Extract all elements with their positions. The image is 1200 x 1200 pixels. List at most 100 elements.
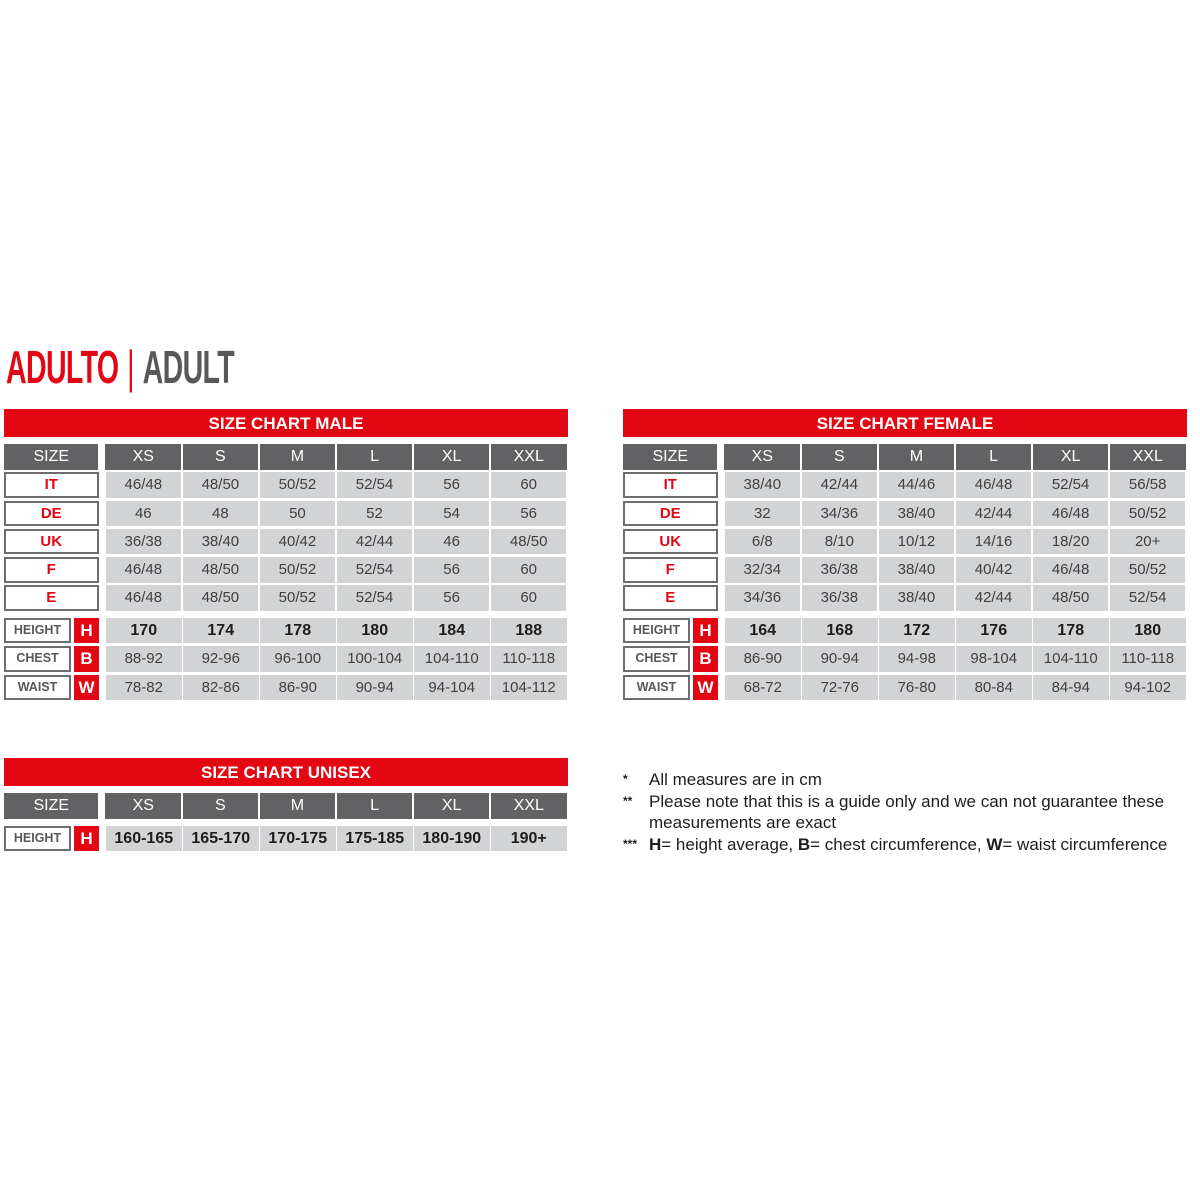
- table-cell: 48/50: [1032, 585, 1109, 611]
- measure-row: CHEST B 86-90 90-94 94-98 98-104 104-110 110-11…: [623, 646, 1187, 672]
- measure-label: HEIGHT H: [4, 617, 99, 644]
- measure-label: WAIST W: [623, 674, 718, 701]
- country-label: DE: [4, 500, 99, 527]
- table-cell: 180: [337, 617, 413, 644]
- country-label: UK: [623, 528, 718, 555]
- measure-label: HEIGHT H: [623, 617, 718, 644]
- table-cell: 110-118: [491, 646, 567, 672]
- table-cell: 176: [956, 617, 1032, 644]
- table-cell: 42/44: [336, 528, 413, 555]
- measure-label: CHEST B: [623, 646, 718, 672]
- measure-letter-badge: H: [74, 825, 99, 851]
- size-header-label: SIZE: [623, 444, 718, 470]
- table-cell: 48/50: [490, 528, 567, 555]
- table-cell: 46/48: [105, 585, 182, 611]
- table-cell: 10/12: [878, 528, 955, 555]
- measure-name: HEIGHT: [623, 617, 690, 644]
- table-cell: 178: [260, 617, 336, 644]
- table-cell: 32/34: [724, 557, 801, 583]
- table-cell: 36/38: [105, 528, 182, 555]
- table-cell: 170-175: [260, 825, 336, 851]
- size-header-label: SIZE: [4, 444, 99, 470]
- table-cell: 50: [259, 500, 336, 527]
- table-cell: 160-165: [106, 825, 182, 851]
- table-cell: 50/52: [1109, 500, 1186, 527]
- size-column-header: L: [955, 444, 1032, 470]
- table-cell: 180: [1110, 617, 1186, 644]
- table-cell: 88-92: [106, 646, 182, 672]
- table-cell: 38/40: [878, 585, 955, 611]
- size-column-header: XXL: [1109, 444, 1186, 470]
- size-column-header: L: [336, 444, 413, 470]
- table-cell: 104-110: [1033, 646, 1109, 672]
- table-cell: 94-104: [414, 674, 490, 701]
- country-label: IT: [4, 472, 99, 498]
- table-cell: 48/50: [182, 472, 259, 498]
- footnotes: * All measures are in cm ** Please note th…: [623, 769, 1169, 855]
- conversion-row: DE 46 48 50 52 54 56: [4, 500, 568, 527]
- table-cell: 178: [1033, 617, 1109, 644]
- table-cell: 42/44: [955, 585, 1032, 611]
- footnote-text: Please note that this is a guide only an…: [649, 791, 1165, 833]
- footnote: *** H= height average, B= chest circumfer…: [623, 834, 1169, 856]
- measure-letter-badge: H: [693, 617, 718, 644]
- table-cell: 168: [802, 617, 878, 644]
- table-cell: 48: [182, 500, 259, 527]
- measure-row: HEIGHT H 164 168 172 176 178 180: [623, 617, 1187, 644]
- country-label: E: [4, 585, 99, 611]
- table-cell: 32: [724, 500, 801, 527]
- table-cell: 50/52: [259, 472, 336, 498]
- conversion-row: E 46/48 48/50 50/52 52/54 56 60: [4, 585, 568, 611]
- table-cell: 86-90: [725, 646, 801, 672]
- table-cell: 56/58: [1109, 472, 1186, 498]
- conversion-row: DE 32 34/36 38/40 42/44 46/48 50/52: [623, 500, 1187, 527]
- table-cell: 98-104: [956, 646, 1032, 672]
- size-column-header: M: [259, 793, 336, 819]
- size-column-header: XXL: [490, 444, 567, 470]
- size-column-header: M: [878, 444, 955, 470]
- table-cell: 44/46: [878, 472, 955, 498]
- table-cell: 46/48: [105, 557, 182, 583]
- table-cell: 82-86: [183, 674, 259, 701]
- table-cell: 164: [725, 617, 801, 644]
- size-column-header: M: [259, 444, 336, 470]
- table-cell: 52/54: [1032, 472, 1109, 498]
- table-cell: 50/52: [259, 585, 336, 611]
- header-row: SIZE XS S M L XL XXL: [4, 793, 568, 819]
- table-cell: 6/8: [724, 528, 801, 555]
- country-label: F: [4, 557, 99, 583]
- table-cell: 60: [490, 557, 567, 583]
- size-column-header: XXL: [490, 793, 567, 819]
- table-cell: 46/48: [105, 472, 182, 498]
- measure-row: HEIGHT H 170 174 178 180 184 188: [4, 617, 568, 644]
- size-column-header: XS: [105, 793, 182, 819]
- table-cell: 48/50: [182, 557, 259, 583]
- chart-title: SIZE CHART MALE: [4, 409, 568, 437]
- table-cell: 172: [879, 617, 955, 644]
- measure-row: WAIST W 78-82 82-86 86-90 90-94 94-104 104-112: [4, 674, 568, 701]
- table-cell: 60: [490, 585, 567, 611]
- table-cell: 188: [491, 617, 567, 644]
- table-cell: 76-80: [879, 674, 955, 701]
- table-cell: 68-72: [725, 674, 801, 701]
- table-cell: 46/48: [1032, 500, 1109, 527]
- size-column-header: S: [182, 444, 259, 470]
- conversion-row: UK 36/38 38/40 40/42 42/44 46 48/50: [4, 528, 568, 555]
- size-column-header: S: [801, 444, 878, 470]
- table-cell: 52/54: [336, 585, 413, 611]
- header-row: SIZE XS S M L XL XXL: [4, 444, 568, 470]
- country-label: F: [623, 557, 718, 583]
- measure-row: HEIGHT H 160-165 165-170 170-175 175-185 180-1…: [4, 825, 568, 851]
- table-cell: 36/38: [801, 557, 878, 583]
- country-label: IT: [623, 472, 718, 498]
- table-cell: 50/52: [259, 557, 336, 583]
- heading-separator: |: [127, 341, 134, 393]
- conversion-row: F 46/48 48/50 50/52 52/54 56 60: [4, 557, 568, 583]
- header-row: SIZE XS S M L XL XXL: [623, 444, 1187, 470]
- table-cell: 34/36: [801, 500, 878, 527]
- table-cell: 52: [336, 500, 413, 527]
- table-cell: 46/48: [955, 472, 1032, 498]
- heading-english: ADULT: [142, 341, 235, 393]
- table-cell: 54: [413, 500, 490, 527]
- measure-label: CHEST B: [4, 646, 99, 672]
